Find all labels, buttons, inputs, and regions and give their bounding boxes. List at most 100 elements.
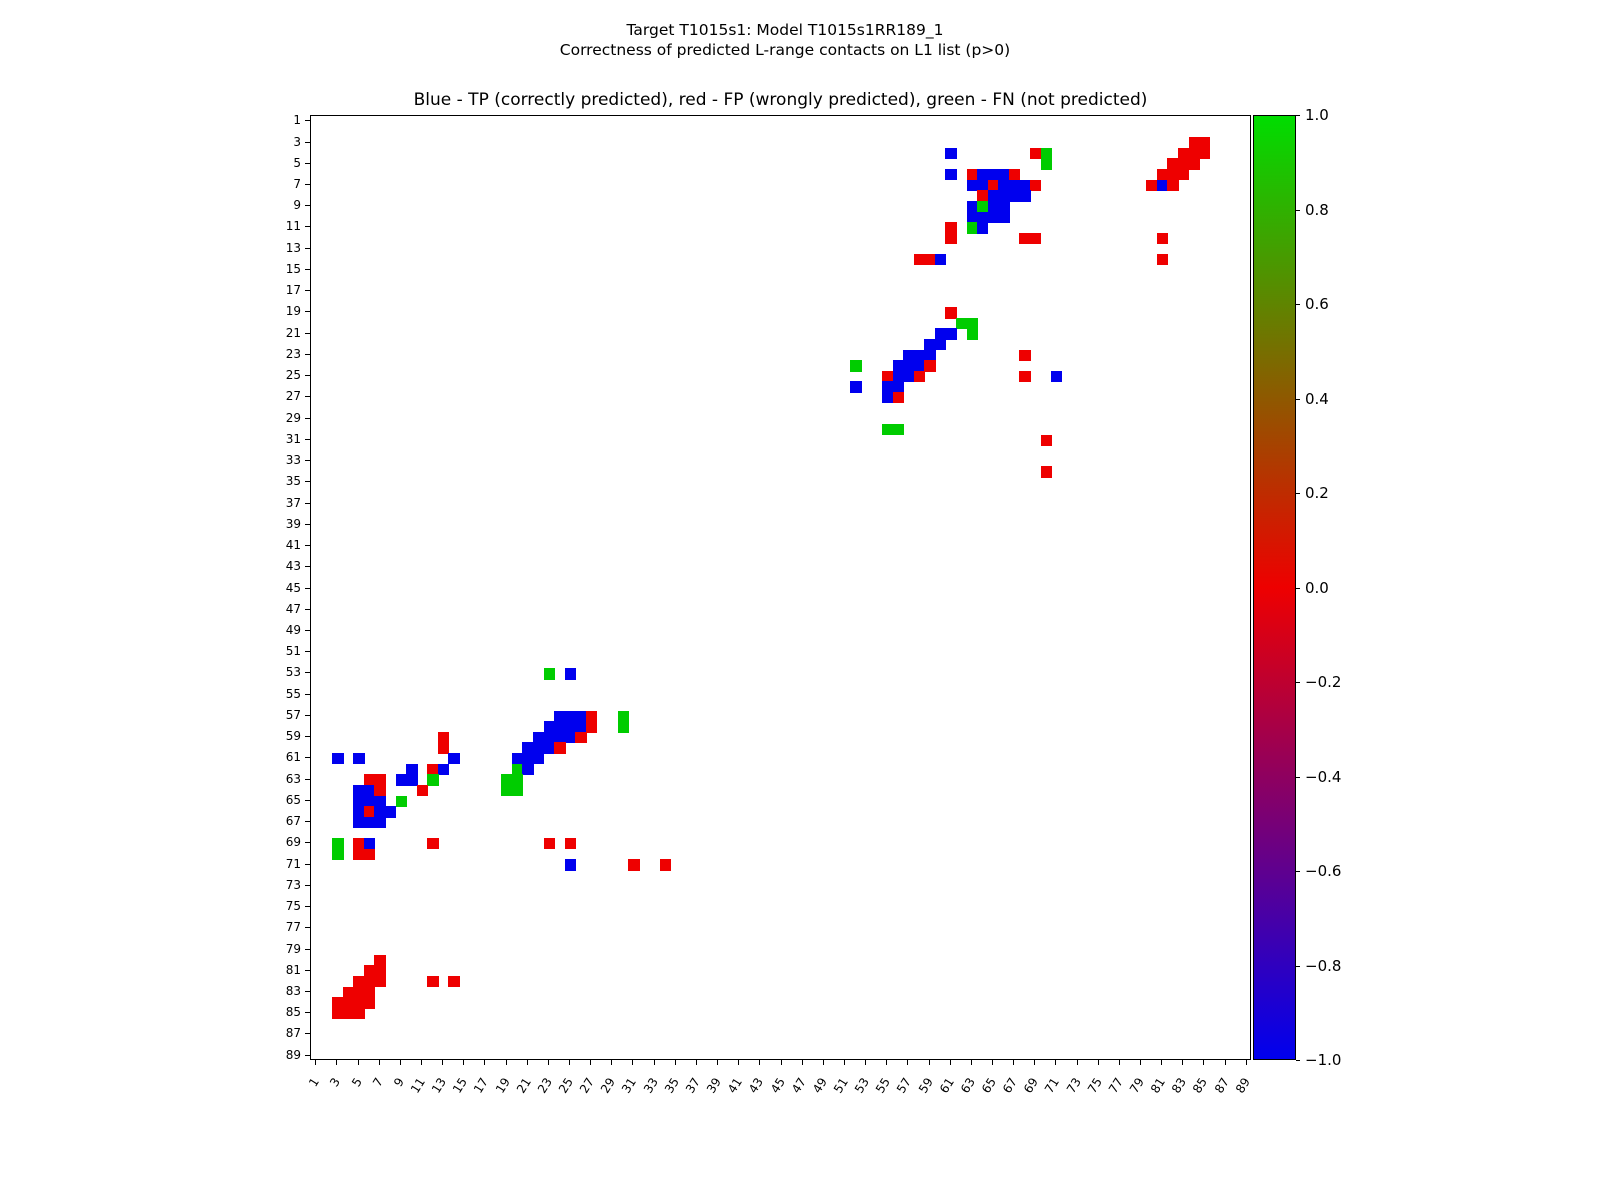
y-tick [305,651,310,653]
colorbar-tick-label: −0.4 [1305,767,1342,786]
colorbar-tick [1296,209,1300,211]
y-tick [305,629,310,631]
y-tick-label: 5 [293,155,301,170]
contact-cell [945,169,957,181]
contact-cell [945,307,957,319]
y-tick-label: 51 [285,644,301,659]
y-tick [305,757,310,759]
y-tick-label: 87 [285,1026,301,1041]
x-tick [759,1060,761,1065]
contact-cell [977,169,989,181]
contact-cell [575,710,587,722]
y-tick-label: 31 [285,431,301,446]
y-tick [305,778,310,780]
contact-cell [353,838,365,850]
y-tick [305,545,310,547]
contact-cell [564,731,577,744]
contact-cell [522,742,534,754]
y-tick-label: 67 [285,814,301,829]
contact-cell [575,721,587,733]
colorbar-tick-label: −1.0 [1305,1051,1342,1069]
contact-cell [395,795,407,807]
contact-cell [363,795,376,807]
x-tick [991,1060,993,1065]
colorbar-tick-label: 0.2 [1305,484,1329,502]
contact-cell [416,784,429,797]
contact-cell [406,763,418,776]
contact-cell [966,179,978,192]
contact-cell [554,710,566,722]
y-tick-label: 61 [285,750,301,765]
x-tick [399,1060,401,1065]
contact-cell [363,848,376,861]
contact-cell [342,986,355,999]
contact-cell [955,317,968,330]
y-tick [305,162,310,164]
contact-cell [966,169,978,181]
contact-cell [1177,169,1190,181]
contact-cell [374,816,386,829]
y-tick [305,736,310,738]
x-tick [547,1060,549,1065]
y-tick-label: 71 [285,856,301,871]
y-tick-label: 77 [285,920,301,935]
contact-cell [374,954,386,967]
y-tick-label: 3 [293,134,301,149]
y-tick [305,332,310,334]
x-tick [1224,1060,1226,1065]
contact-cell [533,731,545,744]
contact-cell [1156,254,1169,266]
contact-cell [353,806,365,818]
y-tick [305,842,310,844]
contact-cell [934,254,947,266]
contact-cell [945,147,957,160]
contact-cell [998,190,1010,202]
y-tick-label: 81 [285,962,301,977]
y-tick [305,990,310,992]
y-tick-label: 53 [285,665,301,680]
y-tick [305,1033,310,1035]
y-tick [305,502,310,504]
contact-cell [406,774,418,786]
contact-cell [881,381,894,393]
colorbar-tick [1296,1060,1300,1061]
contact-cell [564,721,577,733]
contact-cell [850,360,862,372]
contact-cell [617,710,629,722]
y-tick [305,226,310,228]
contact-cell [1188,137,1200,149]
y-tick-label: 7 [293,177,301,192]
contact-cell [1146,179,1158,192]
x-tick [653,1060,655,1065]
contact-cell [977,179,989,192]
y-tick [305,205,310,207]
contact-cell [987,211,1000,223]
y-tick [305,290,310,292]
contact-cell [924,349,936,361]
contact-cell [977,190,989,202]
contact-cell [892,392,904,404]
contact-cell [987,200,1000,213]
x-tick [1118,1060,1120,1065]
x-tick [569,1060,571,1065]
contact-cell [881,370,894,383]
y-tick [305,311,310,313]
contact-cell [913,349,926,361]
y-tick [305,863,310,865]
contact-cell [659,859,672,871]
y-tick [305,120,310,122]
contact-cell [374,784,386,797]
y-tick-label: 29 [285,410,301,425]
plot-area [310,115,1251,1060]
contact-cell [1008,179,1021,192]
x-tick [632,1060,634,1065]
y-tick-label: 59 [285,729,301,744]
contact-cell [1019,232,1031,245]
contact-cell [585,721,598,733]
contact-cell [892,370,904,383]
contact-cell [332,753,344,765]
contact-cell [1019,190,1031,202]
contact-cell [353,795,365,807]
contact-cell [385,806,397,818]
contact-cell [363,965,376,977]
